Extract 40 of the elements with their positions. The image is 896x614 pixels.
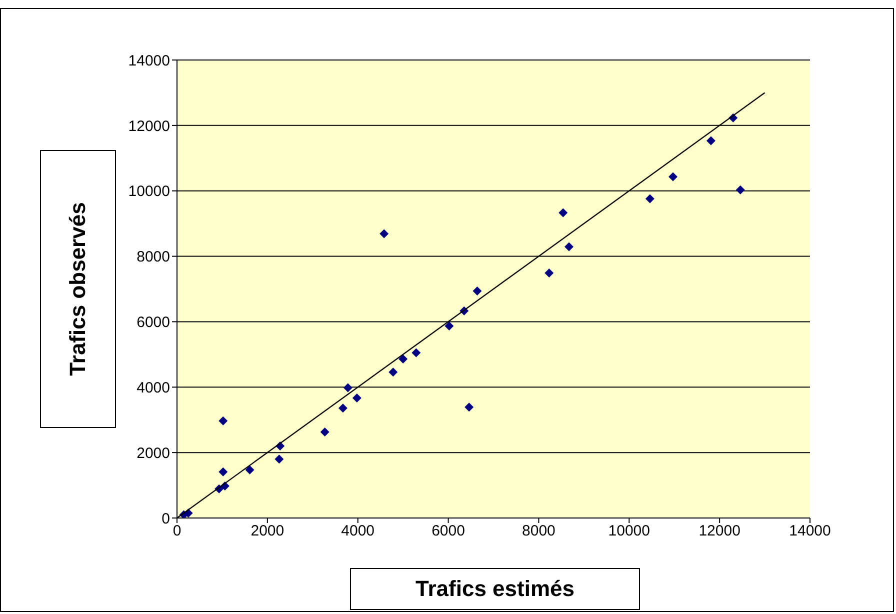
- point: [274, 454, 284, 464]
- x-tick-label: 14000: [789, 522, 831, 540]
- point: [444, 321, 454, 330]
- point: [320, 427, 330, 436]
- point: [558, 208, 568, 218]
- point: [412, 348, 421, 358]
- y-tick-label: 2000: [136, 444, 170, 462]
- point: [645, 194, 654, 204]
- x-axis-title: Trafics estimés: [350, 568, 640, 610]
- x-tick-label: 2000: [250, 522, 284, 540]
- point: [736, 185, 745, 194]
- x-tick-label: 12000: [698, 522, 740, 540]
- point: [706, 136, 716, 146]
- x-tick-label: 4000: [341, 522, 375, 540]
- point: [544, 268, 554, 278]
- y-tick-label: 10000: [128, 183, 170, 200]
- x-tick-label: 0: [172, 522, 182, 540]
- y-tick-label: 8000: [136, 248, 170, 266]
- point: [352, 393, 362, 402]
- point: [398, 354, 408, 364]
- point: [668, 172, 678, 182]
- point: [464, 402, 474, 412]
- point: [388, 368, 398, 377]
- x-tick-label: 8000: [522, 522, 556, 540]
- point: [218, 416, 228, 426]
- point: [472, 286, 482, 296]
- point: [343, 383, 352, 392]
- point: [380, 229, 389, 238]
- x-tick-label: 10000: [608, 522, 650, 540]
- point: [564, 242, 574, 252]
- point: [218, 467, 228, 476]
- point: [245, 465, 254, 474]
- x-tick-label: 6000: [432, 522, 465, 540]
- y-axis-title: Trafics observés: [65, 202, 91, 376]
- point: [338, 404, 348, 413]
- y-tick-label: 14000: [128, 52, 170, 70]
- y-tick-label: 6000: [136, 314, 170, 332]
- y-tick-label: 0: [162, 510, 170, 528]
- y-tick-label: 12000: [128, 118, 170, 135]
- y-tick-label: 4000: [136, 379, 170, 396]
